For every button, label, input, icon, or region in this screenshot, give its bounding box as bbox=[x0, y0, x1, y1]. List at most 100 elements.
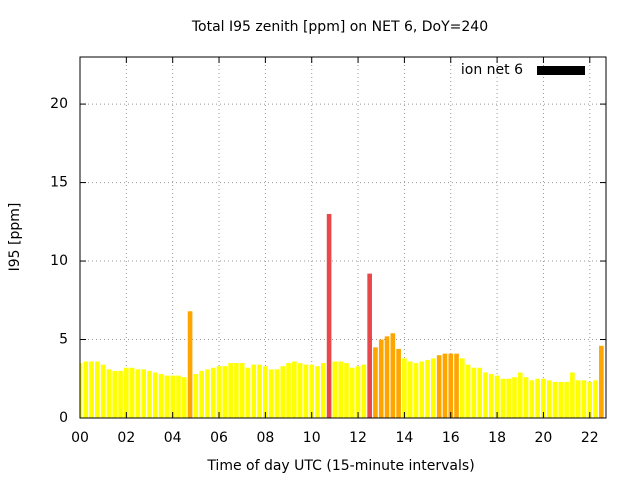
bar bbox=[413, 363, 419, 418]
bar bbox=[442, 353, 448, 418]
bar bbox=[158, 374, 164, 418]
bar bbox=[216, 366, 222, 418]
legend-label: ion net 6 bbox=[461, 62, 523, 78]
bar bbox=[292, 361, 297, 418]
bar bbox=[587, 381, 593, 418]
bar bbox=[263, 366, 268, 418]
bar bbox=[286, 363, 291, 418]
bar bbox=[373, 347, 378, 418]
bar bbox=[147, 370, 152, 418]
bar bbox=[129, 367, 135, 418]
bar bbox=[118, 370, 123, 418]
bar bbox=[419, 361, 425, 418]
plot-border bbox=[79, 56, 607, 419]
bar bbox=[95, 361, 100, 418]
bar bbox=[581, 380, 587, 418]
bar bbox=[268, 369, 274, 418]
x-tick-label: 02 bbox=[117, 430, 135, 446]
bar bbox=[349, 367, 355, 418]
bar bbox=[320, 363, 326, 418]
bar bbox=[338, 361, 343, 418]
bar bbox=[460, 358, 465, 418]
y-tick-label: 10 bbox=[50, 253, 68, 269]
bar bbox=[297, 363, 303, 418]
x-tick-label: 10 bbox=[303, 430, 321, 446]
grid bbox=[79, 57, 606, 419]
x-tick-label: 08 bbox=[256, 430, 274, 446]
bar bbox=[471, 367, 477, 418]
bar bbox=[89, 361, 94, 418]
x-tick-label: 18 bbox=[488, 430, 506, 446]
bar bbox=[564, 381, 569, 418]
bar bbox=[477, 367, 483, 418]
bar bbox=[245, 367, 251, 418]
bar bbox=[390, 333, 396, 418]
bar bbox=[535, 378, 540, 418]
x-axis-label: Time of day UTC (15-minute intervals) bbox=[206, 458, 474, 474]
bar bbox=[222, 366, 228, 418]
x-tick-label: 22 bbox=[581, 430, 599, 446]
bar bbox=[529, 380, 535, 418]
bar bbox=[465, 364, 471, 418]
y-tick-label: 15 bbox=[50, 175, 68, 191]
x-tick-label: 04 bbox=[164, 430, 182, 446]
bar bbox=[494, 375, 500, 418]
bar bbox=[257, 364, 262, 418]
bar bbox=[402, 358, 407, 418]
x-tick-label: 06 bbox=[210, 430, 228, 446]
bar bbox=[112, 370, 118, 418]
x-tick-label: 14 bbox=[395, 430, 413, 446]
bar bbox=[239, 363, 245, 418]
bar bbox=[593, 380, 598, 418]
bar bbox=[500, 378, 506, 418]
bar bbox=[164, 375, 170, 418]
bar bbox=[332, 361, 338, 418]
bar bbox=[575, 380, 581, 418]
bar bbox=[181, 377, 187, 418]
bar bbox=[570, 372, 575, 418]
x-tick-label: 12 bbox=[349, 430, 367, 446]
bar bbox=[541, 378, 546, 418]
bar bbox=[367, 273, 372, 418]
bar bbox=[558, 381, 564, 418]
bar bbox=[326, 213, 332, 418]
bar bbox=[135, 369, 141, 418]
bar bbox=[106, 369, 112, 418]
y-tick-label: 5 bbox=[59, 332, 68, 348]
chart-title: Total I95 zenith [ppm] on NET 6, DoY=240 bbox=[191, 19, 488, 35]
x-tick-label: 20 bbox=[535, 430, 553, 446]
bar bbox=[344, 363, 349, 418]
bar bbox=[407, 361, 413, 418]
y-axis-label: I95 [ppm] bbox=[7, 203, 23, 272]
bar bbox=[483, 372, 488, 418]
bar bbox=[83, 361, 89, 418]
bar bbox=[187, 311, 193, 418]
bar bbox=[303, 364, 309, 418]
bar bbox=[315, 366, 320, 418]
bar bbox=[234, 363, 239, 418]
bar bbox=[199, 370, 204, 418]
bar bbox=[210, 367, 216, 418]
bar bbox=[488, 374, 494, 418]
legend-swatch bbox=[537, 66, 585, 75]
bar bbox=[454, 353, 459, 418]
bar bbox=[280, 366, 286, 418]
bar bbox=[361, 364, 367, 418]
bar bbox=[205, 369, 210, 418]
bar bbox=[176, 375, 181, 418]
bar bbox=[309, 364, 315, 418]
y-tick-label: 0 bbox=[59, 410, 68, 426]
bar bbox=[355, 366, 361, 418]
bar bbox=[448, 353, 454, 418]
y-tick-label: 20 bbox=[50, 96, 68, 112]
bar bbox=[141, 369, 147, 418]
bar bbox=[80, 363, 83, 418]
bar bbox=[396, 348, 401, 418]
bar bbox=[599, 345, 604, 418]
bar bbox=[152, 372, 158, 418]
bar bbox=[170, 375, 176, 418]
bar bbox=[124, 367, 129, 418]
bar bbox=[228, 363, 233, 418]
bar bbox=[100, 364, 106, 418]
